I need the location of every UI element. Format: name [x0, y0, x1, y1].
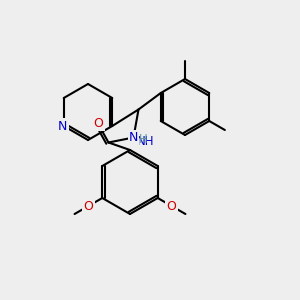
Text: H: H	[139, 133, 148, 146]
Text: O: O	[167, 200, 176, 212]
Text: N: N	[58, 119, 68, 133]
Text: O: O	[83, 200, 93, 212]
Text: NH: NH	[136, 135, 154, 148]
Text: O: O	[94, 117, 103, 130]
Text: N: N	[129, 131, 138, 144]
